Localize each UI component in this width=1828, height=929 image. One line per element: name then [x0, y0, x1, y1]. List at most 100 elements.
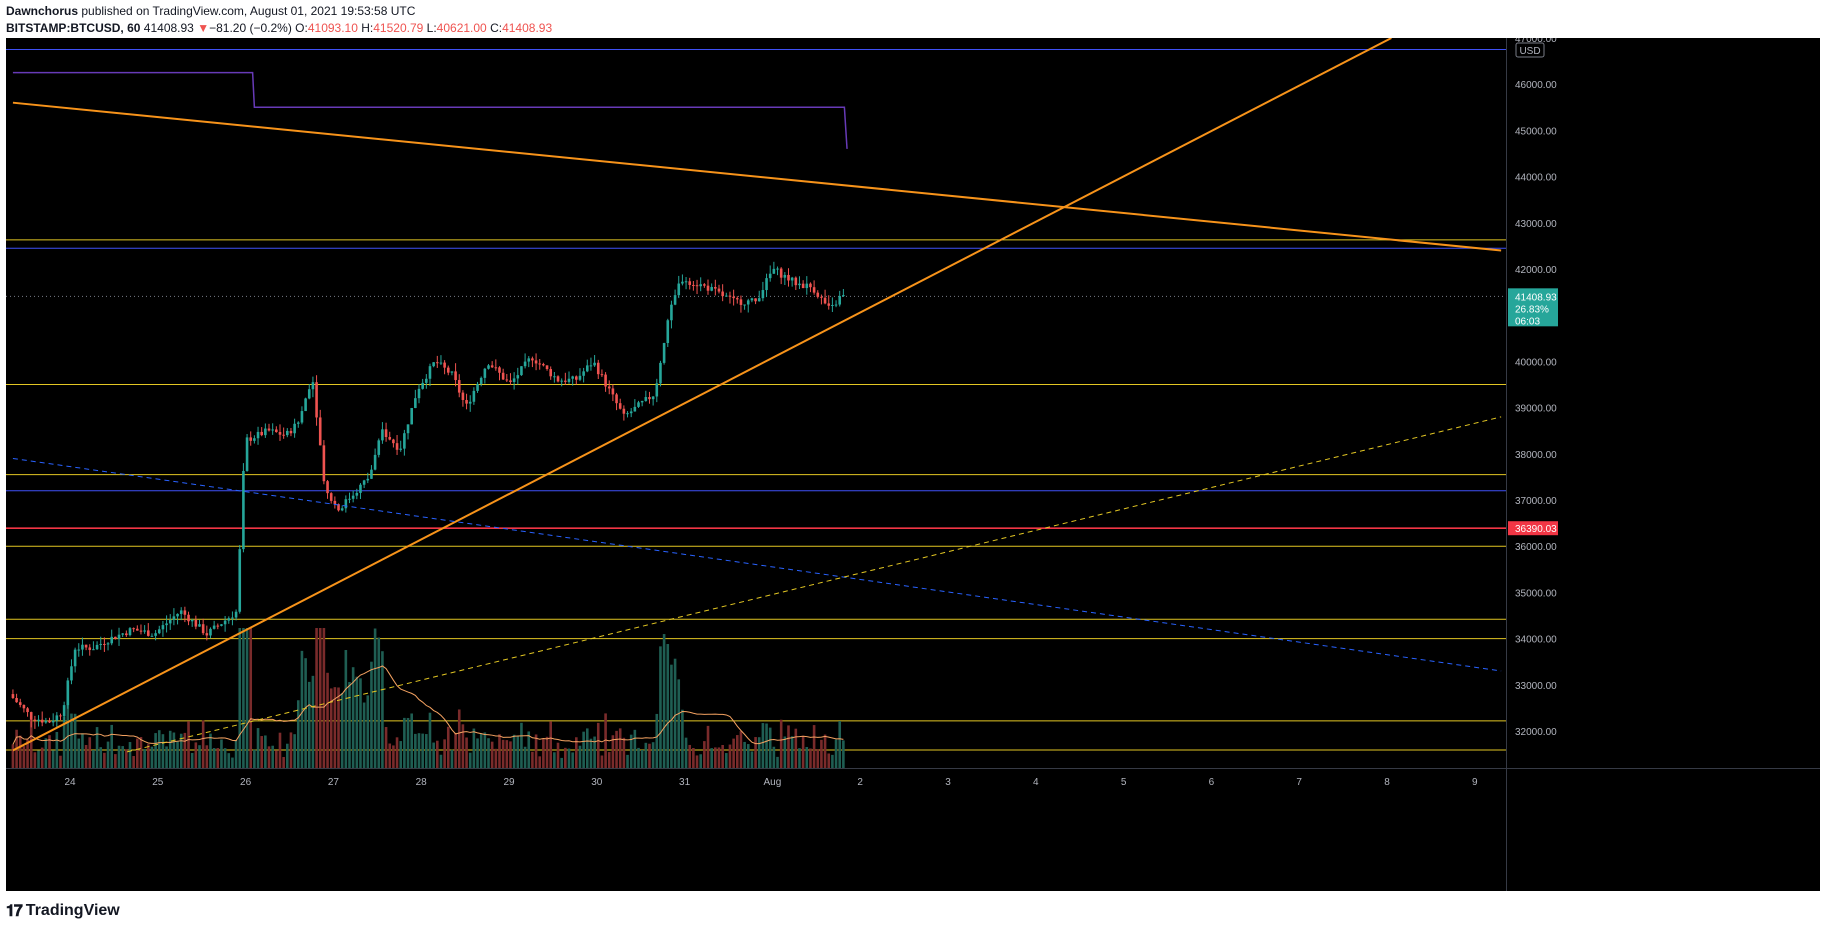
candle-body [765, 278, 768, 291]
volume-bar [831, 754, 834, 768]
candle-body [640, 400, 644, 403]
volume-bar [717, 747, 721, 768]
volume-bar [399, 741, 403, 768]
price-tick-label: 42000.00 [1515, 265, 1557, 276]
price-axis[interactable]: 47000.00 46000.00 45000.00 44000.00 43000.00… [1515, 38, 1557, 738]
candle-body [209, 628, 212, 636]
volume-bar [816, 749, 820, 768]
low-value: 40621.00 [436, 21, 487, 35]
currency-label: USD [1519, 46, 1540, 57]
candle-body [750, 298, 754, 301]
trendline[interactable] [12, 457, 1502, 672]
volume-bar [348, 682, 351, 768]
step-indicator-line[interactable] [12, 71, 848, 149]
candle-body [103, 643, 106, 645]
candle-body [553, 376, 556, 378]
volume-bar [370, 661, 373, 768]
volume-bar [725, 753, 728, 768]
candle-body [476, 384, 479, 391]
candle-body [322, 445, 326, 482]
volume-bar [578, 745, 582, 768]
volume-bar [838, 721, 842, 768]
alert-price-badge[interactable] [1508, 521, 1558, 536]
price-chart[interactable]: 47000.00 46000.00 45000.00 44000.00 43000.00… [6, 38, 1820, 891]
candle-body [198, 624, 201, 627]
volume-bar [714, 747, 717, 768]
volume-moving-average [12, 665, 844, 745]
candle-body [29, 712, 33, 720]
volume-bar [688, 744, 692, 768]
candle-body [136, 628, 139, 631]
candle-body [348, 498, 351, 500]
candle-body [264, 428, 267, 436]
candle-body [77, 649, 81, 651]
plot-area[interactable] [6, 38, 1506, 768]
candle-body [351, 495, 355, 499]
volume-bar [340, 693, 344, 768]
volume-bar [692, 747, 695, 768]
high-value: 41520.79 [373, 21, 424, 35]
candle-body [560, 380, 563, 382]
candle-body [688, 281, 692, 285]
candle-body [366, 478, 370, 481]
candle-body [81, 644, 84, 650]
time-tick-label: 25 [152, 777, 164, 788]
candle-body [596, 362, 600, 375]
candle-body [425, 378, 428, 383]
volume-bar [326, 672, 329, 768]
candle-body [637, 402, 640, 407]
candle-body [242, 470, 245, 550]
candle-body [735, 298, 739, 300]
volume-bar [150, 746, 154, 768]
candle-body [256, 431, 260, 439]
volume-bar [754, 737, 757, 768]
trendline[interactable] [12, 101, 1502, 252]
alert-price-value: 36390.03 [1515, 524, 1557, 535]
candle-body [432, 362, 435, 367]
candle-body [531, 358, 534, 361]
time-axis[interactable]: 24 25 26 27 28 29 30 31 Aug 2 3 4 5 6 7 8 9 [64, 777, 1478, 788]
candle-body [816, 292, 820, 297]
candle-body [84, 644, 88, 648]
volume-bar [611, 735, 615, 768]
volume-bar [757, 737, 761, 768]
candle-body [157, 629, 161, 634]
volume-bar [666, 644, 670, 768]
candle-body [18, 702, 22, 705]
candle-body [304, 398, 307, 412]
trendline[interactable] [126, 416, 1502, 753]
candle-body [48, 720, 51, 723]
time-tick-label: 27 [328, 777, 340, 788]
candle-body [333, 500, 337, 505]
candle-body [212, 625, 216, 629]
volume-bar [311, 675, 315, 768]
volume-bar [509, 741, 512, 768]
price-tick-label: 46000.00 [1515, 80, 1557, 91]
candle-body [585, 365, 589, 372]
volume-bar [465, 737, 468, 768]
candle-body [655, 383, 659, 397]
candle-body [556, 376, 560, 382]
author-name[interactable]: Dawnchorus [6, 4, 79, 18]
candle-body [40, 719, 44, 723]
candle-body [428, 366, 432, 379]
volume-bar [117, 745, 121, 768]
price-tick-label: 43000.00 [1515, 219, 1557, 230]
candle-body [739, 299, 743, 305]
volume-bar [128, 742, 132, 768]
time-tick-label: 24 [64, 777, 76, 788]
trendline[interactable] [12, 38, 1392, 752]
tradingview-logo[interactable]: 𝟏𝟕 TradingView [6, 899, 120, 923]
volume-bar [776, 756, 779, 768]
volume-bar [805, 746, 809, 768]
currency-badge[interactable] [1515, 42, 1545, 58]
volume-bar [673, 658, 677, 768]
volume-bar [329, 688, 333, 768]
chart-area[interactable]: 47000.00 46000.00 45000.00 44000.00 43000.00… [6, 38, 1820, 891]
candle-body [311, 382, 315, 390]
volume-bar [706, 725, 710, 768]
volume-bar [22, 746, 26, 768]
candle-body [461, 392, 465, 400]
open-label: O: [295, 21, 308, 35]
symbol-label[interactable]: BITSTAMP:BTCUSD, 60 [6, 21, 141, 35]
